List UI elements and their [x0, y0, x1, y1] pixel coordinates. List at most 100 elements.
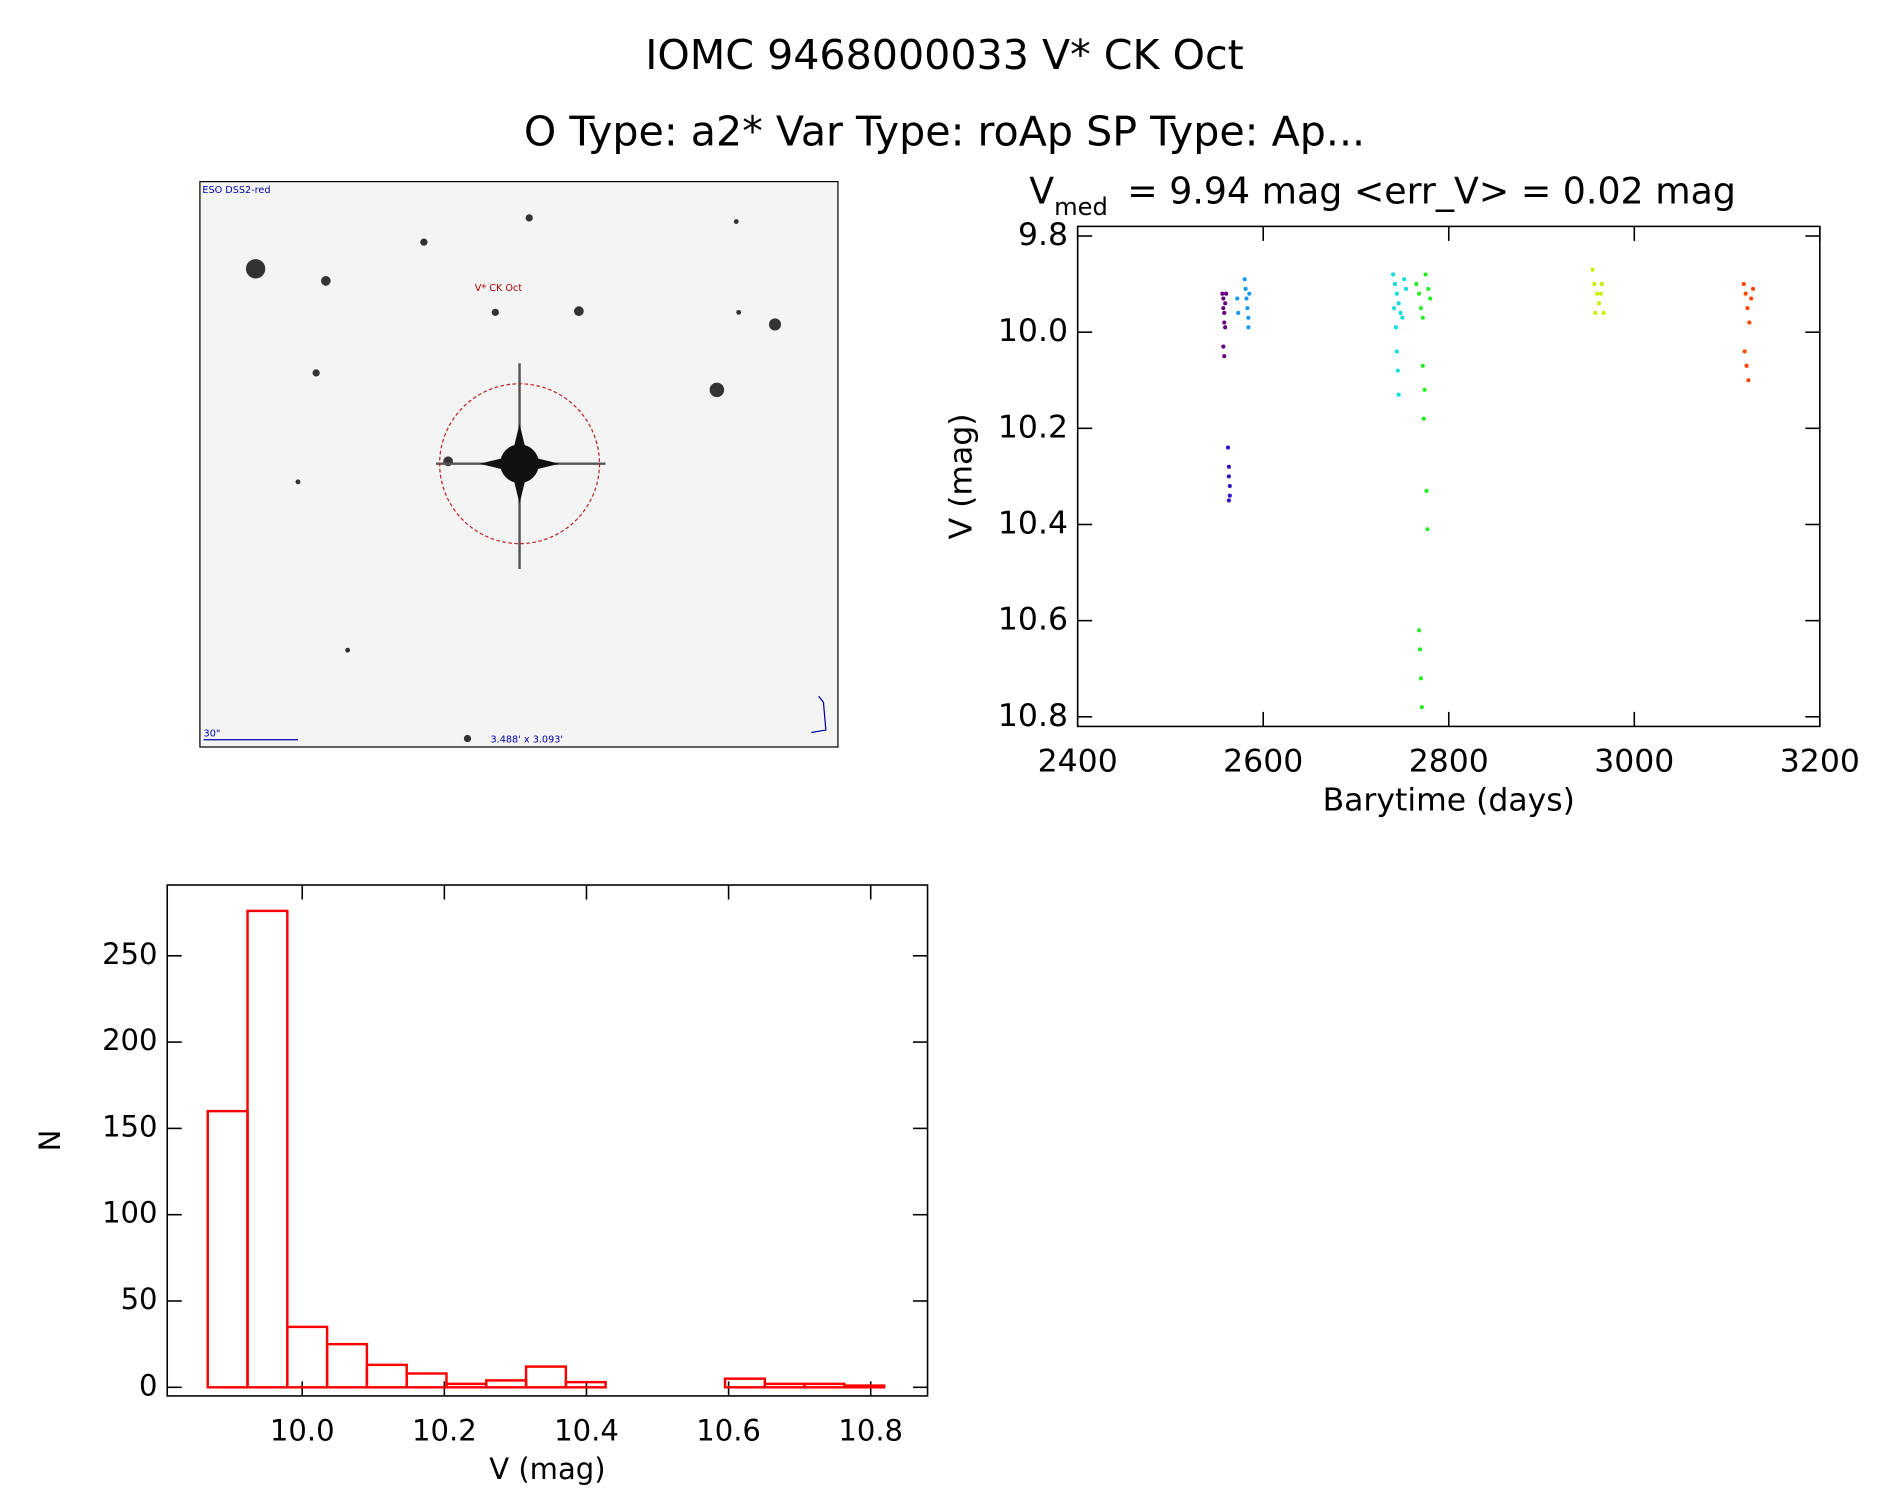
y-tick-label: 10.0 — [998, 313, 1068, 349]
data-point — [1749, 296, 1754, 301]
data-point — [1404, 286, 1409, 291]
histogram-bar — [246, 909, 289, 1389]
x-axis-label: Barytime (days) — [1323, 782, 1575, 818]
x-tick-label: 3000 — [1594, 744, 1674, 780]
y-axis-label: V (mag) — [944, 413, 980, 539]
data-point — [1742, 349, 1747, 354]
histogram-bar — [365, 1363, 408, 1389]
chart-title: Vmed = 9.94 mag <err_V> = 0.02 mag — [1029, 170, 1736, 222]
data-point — [1394, 291, 1399, 296]
x-tick-label: 10.2 — [412, 1413, 477, 1447]
data-point — [1226, 464, 1231, 469]
data-point — [1226, 474, 1231, 479]
data-point — [1391, 306, 1397, 311]
y-tick-label: 9.8 — [1018, 217, 1068, 253]
survey-label: ESO DSS2-red — [202, 185, 270, 196]
data-point — [1419, 705, 1424, 710]
data-point — [1247, 291, 1252, 296]
data-point — [1422, 387, 1427, 392]
data-point — [1423, 272, 1428, 277]
data-point — [1428, 296, 1433, 301]
data-point — [1421, 416, 1426, 421]
data-point — [1420, 363, 1425, 368]
data-point — [1590, 267, 1595, 272]
data-point — [1593, 310, 1598, 316]
target-label: V* CK Oct — [475, 283, 523, 294]
data-point — [1746, 378, 1751, 383]
plot-frame — [166, 884, 929, 1397]
x-tick-label: 10.4 — [554, 1413, 619, 1447]
data-point — [1418, 306, 1423, 311]
plot-frame — [1076, 225, 1821, 728]
data-point — [1242, 277, 1247, 282]
data-point — [1599, 282, 1604, 287]
y-tick-label: 10.6 — [998, 602, 1068, 638]
data-point — [1221, 296, 1226, 301]
data-point — [1224, 291, 1229, 296]
x-tick-label: 2800 — [1409, 744, 1489, 780]
data-point — [1417, 628, 1422, 633]
x-axis-label: V (mag) — [489, 1452, 605, 1486]
data-point — [1420, 315, 1425, 320]
histogram-bar — [445, 1382, 488, 1389]
stars — [245, 214, 782, 743]
data-point — [1245, 306, 1250, 311]
data-point — [1425, 527, 1430, 532]
data-point — [1246, 315, 1251, 320]
data-point — [1220, 291, 1225, 296]
x-tick-label: 10.8 — [838, 1413, 903, 1447]
data-point — [1601, 310, 1606, 316]
data-point — [1750, 286, 1756, 291]
data-point — [1402, 277, 1407, 282]
x-tick-label: 2600 — [1223, 744, 1303, 780]
histogram-bar — [206, 1109, 249, 1389]
histogram-bar — [723, 1377, 767, 1389]
data-point — [1244, 296, 1249, 301]
page-title: IOMC 9468000033 V* CK Oct — [645, 31, 1244, 79]
data-point — [1414, 282, 1419, 287]
y-tick-label: 10.8 — [998, 698, 1068, 734]
x-tick-label: 10.0 — [270, 1413, 335, 1447]
y-axis-label: N — [33, 1130, 67, 1152]
histogram-bar — [564, 1380, 607, 1389]
data-point — [1426, 286, 1431, 291]
data-point — [1747, 320, 1752, 325]
data-point — [1221, 306, 1226, 311]
histogram-bar — [405, 1372, 448, 1389]
data-point — [1398, 310, 1403, 316]
data-point — [1223, 325, 1228, 330]
data-point — [1392, 282, 1398, 287]
histogram-bar — [803, 1382, 846, 1389]
data-point — [1598, 291, 1603, 296]
data-point — [1741, 282, 1746, 287]
data-point — [1223, 301, 1228, 306]
x-tick-label: 10.6 — [696, 1413, 761, 1447]
y-tick-label: 250 — [102, 937, 157, 971]
y-tick-label: 10.4 — [998, 505, 1068, 541]
data-point — [1222, 320, 1227, 325]
data-point — [1243, 286, 1248, 291]
target-star — [436, 363, 606, 570]
compass — [811, 695, 827, 734]
histogram-bar — [763, 1382, 806, 1389]
title-part: med — [1054, 193, 1108, 221]
data-point — [1595, 291, 1600, 296]
y-tick-label: 150 — [102, 1109, 157, 1143]
title-part: V — [1029, 170, 1054, 213]
data-point — [1227, 493, 1232, 498]
data-point — [1396, 301, 1401, 306]
histogram-bar — [485, 1379, 528, 1389]
data-point — [1393, 325, 1398, 330]
data-point — [1222, 354, 1227, 359]
data-point — [1596, 301, 1602, 306]
page-subtitle: O Type: a2* Var Type: roAp SP Type: Ap..… — [524, 107, 1365, 155]
data-point — [1744, 363, 1749, 368]
y-tick-label: 0 — [139, 1368, 157, 1402]
data-point — [1235, 296, 1240, 301]
data-point — [1417, 647, 1423, 652]
x-tick-label: 3200 — [1780, 744, 1860, 780]
scale-label: 30" — [204, 729, 221, 740]
histogram-bar — [524, 1365, 568, 1389]
data-point — [1226, 498, 1231, 503]
